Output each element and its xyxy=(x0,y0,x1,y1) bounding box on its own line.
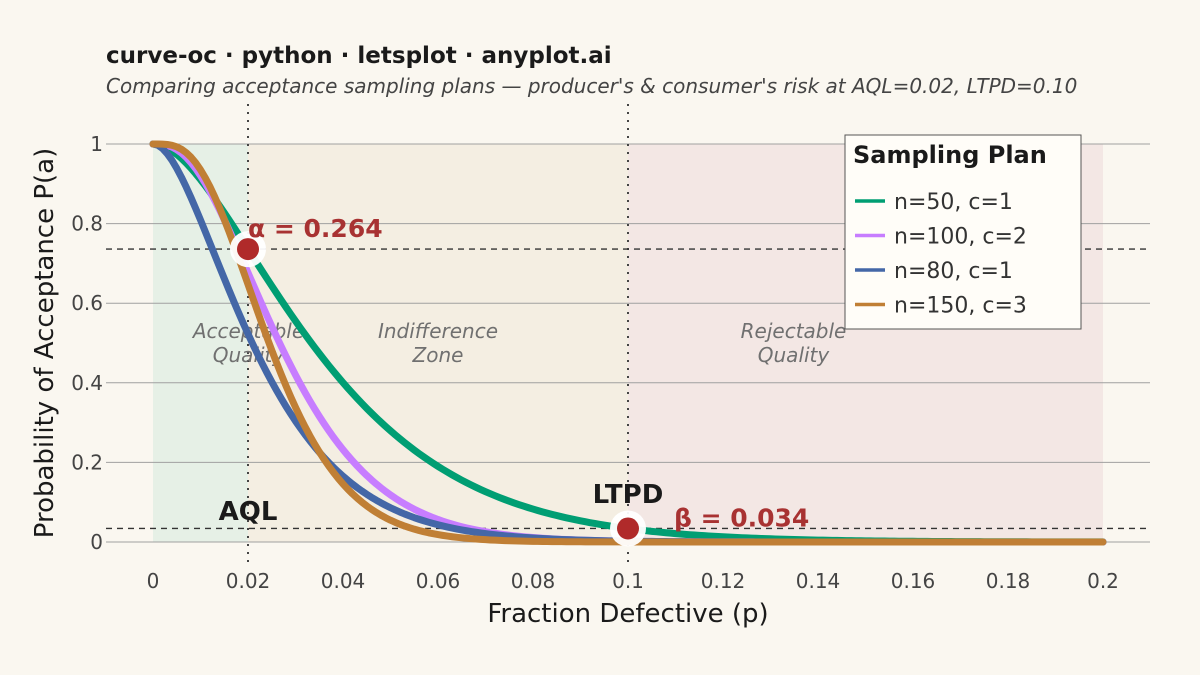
y-tick-label: 0 xyxy=(90,530,103,554)
x-tick-label: 0.16 xyxy=(891,569,936,593)
legend-title: Sampling Plan xyxy=(853,141,1047,169)
legend-entry: n=50, c=1 xyxy=(894,190,1013,215)
legend-box xyxy=(844,134,1082,330)
beta-label: β = 0.034 xyxy=(674,503,809,532)
y-tick-label: 0.8 xyxy=(71,212,103,236)
legend-entry: n=80, c=1 xyxy=(894,259,1013,284)
y-tick-label: 0.4 xyxy=(71,371,103,395)
legend-entry: n=100, c=2 xyxy=(894,225,1027,250)
x-tick-label: 0.1 xyxy=(612,569,644,593)
ltpd-label: LTPD xyxy=(593,480,664,510)
risk-markers xyxy=(230,231,646,547)
chart-subtitle: Comparing acceptance sampling plans — pr… xyxy=(106,74,1077,98)
y-axis-title: Probability of Acceptance P(a) xyxy=(30,148,60,539)
y-tick-label: 1 xyxy=(90,132,103,156)
x-tick-label: 0.2 xyxy=(1087,569,1119,593)
aql-label: AQL xyxy=(219,497,278,527)
y-axis-ticks: 0 0.2 0.4 0.6 0.8 1 xyxy=(71,132,103,554)
zone-label-line2: Zone xyxy=(412,343,464,367)
x-tick-label: 0.06 xyxy=(416,569,461,593)
x-tick-label: 0.04 xyxy=(321,569,366,593)
alpha-marker xyxy=(237,238,259,261)
zone-label-line2: Quality xyxy=(758,343,831,367)
zone-label-line1: Indifference xyxy=(378,319,498,343)
x-tick-label: 0.14 xyxy=(796,569,841,593)
legend: Sampling Plan n=50, c=1 n=100, c=2 n=80, c=… xyxy=(844,134,1082,330)
zone-label-line1: Rejectable xyxy=(741,319,847,343)
beta-marker xyxy=(617,517,639,540)
chart-title: curve-oc · python · letsplot · anyplot.a… xyxy=(106,43,612,69)
x-axis-ticks: 0 0.02 0.04 0.06 0.08 0.1 0.12 0.14 0.16 0.18 0.2 xyxy=(147,569,1119,593)
annotations: α = 0.264 β = 0.034 AQL LTPD xyxy=(219,214,810,532)
x-tick-label: 0.12 xyxy=(701,569,746,593)
y-tick-label: 0.6 xyxy=(71,291,103,315)
y-tick-label: 0.2 xyxy=(71,450,103,474)
x-tick-label: 0.02 xyxy=(226,569,271,593)
x-tick-label: 0 xyxy=(147,569,160,593)
legend-entry: n=150, c=3 xyxy=(894,294,1027,319)
alpha-label: α = 0.264 xyxy=(248,214,383,243)
x-tick-label: 0.08 xyxy=(511,569,556,593)
x-axis-title: Fraction Defective (p) xyxy=(487,599,768,629)
zone-backgrounds xyxy=(153,144,1103,542)
zone-band-0 xyxy=(153,144,248,542)
x-tick-label: 0.18 xyxy=(986,569,1031,593)
